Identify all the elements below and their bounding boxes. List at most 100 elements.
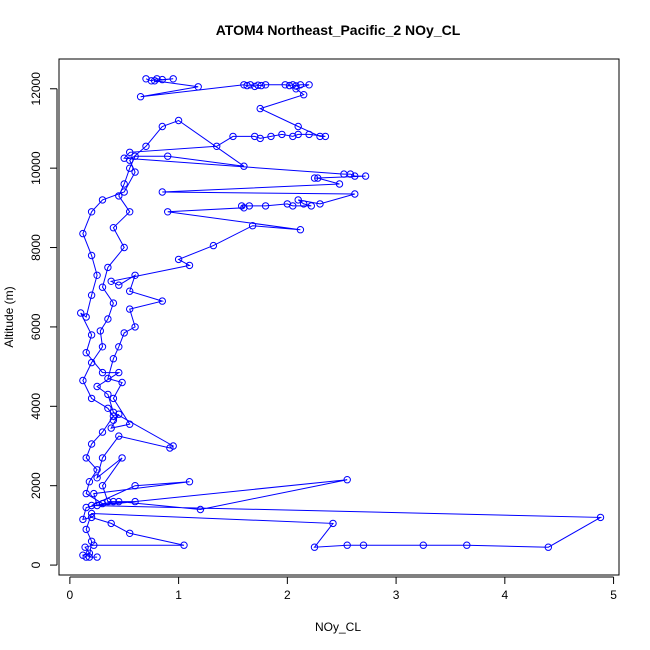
- data-point: [93, 553, 101, 561]
- data-point: [90, 541, 98, 549]
- data-point: [261, 202, 270, 210]
- data-point: [151, 77, 159, 85]
- series-layer: [77, 75, 605, 561]
- data-point: [131, 168, 139, 176]
- data-point: [296, 81, 305, 89]
- data-point: [329, 519, 337, 528]
- data-point: [118, 378, 126, 387]
- data-point: [300, 200, 308, 208]
- data-point: [194, 83, 202, 91]
- data-point: [109, 416, 118, 424]
- series-line: [80, 119, 603, 558]
- data-point: [98, 368, 107, 377]
- data-point: [77, 309, 85, 317]
- data-point: [126, 305, 134, 313]
- data-point: [166, 444, 174, 452]
- data-point: [104, 263, 112, 272]
- data-point: [310, 543, 319, 551]
- data-point: [158, 122, 167, 131]
- data-point: [180, 541, 188, 549]
- data-point: [104, 315, 112, 323]
- data-point: [131, 323, 139, 331]
- data-point: [254, 81, 262, 89]
- data-point: [335, 180, 344, 188]
- data-point: [79, 229, 87, 238]
- series-1: [77, 116, 605, 561]
- data-point: [185, 478, 194, 486]
- data-point: [98, 196, 107, 204]
- data-point: [209, 241, 218, 250]
- data-point: [294, 122, 302, 131]
- data-point: [174, 255, 183, 264]
- data-point: [109, 299, 118, 307]
- data-point: [136, 93, 145, 101]
- data-point: [126, 148, 134, 157]
- data-point: [115, 368, 123, 377]
- data-point: [346, 170, 355, 178]
- data-point: [256, 104, 264, 113]
- data-point: [87, 358, 96, 367]
- data-point: [87, 394, 96, 403]
- data-point: [93, 501, 101, 510]
- data-point: [107, 277, 115, 285]
- x-tick-label: 0: [67, 588, 74, 602]
- data-point: [126, 164, 134, 172]
- x-tick-label: 3: [393, 588, 400, 602]
- data-point: [120, 180, 128, 188]
- x-axis: 0 1 2 3 4 5: [67, 576, 617, 602]
- data-point: [281, 81, 289, 89]
- data-point: [351, 190, 359, 198]
- data-point: [164, 152, 172, 160]
- data-point: [240, 204, 248, 212]
- data-point: [158, 297, 167, 305]
- data-point: [85, 549, 94, 557]
- data-point: [115, 410, 123, 418]
- y-tick-label: 10000: [29, 151, 43, 185]
- data-point: [153, 75, 161, 83]
- data-point: [109, 355, 118, 363]
- data-point: [93, 466, 101, 474]
- data-point: [131, 271, 139, 279]
- data-point: [316, 200, 324, 208]
- data-point: [87, 440, 96, 448]
- data-point: [109, 394, 118, 403]
- data-point: [87, 509, 96, 518]
- data-point: [126, 287, 134, 295]
- data-point: [82, 525, 90, 534]
- data-point: [142, 142, 150, 151]
- data-point: [316, 132, 324, 141]
- data-point: [87, 331, 96, 339]
- series-line: [107, 78, 366, 429]
- data-point: [85, 478, 94, 486]
- data-point: [126, 420, 134, 428]
- data-point: [164, 208, 172, 216]
- data-point: [104, 497, 112, 506]
- data-point: [283, 200, 291, 208]
- x-tick-label: 1: [175, 588, 182, 602]
- data-point: [81, 543, 89, 551]
- x-tick-label: 5: [610, 588, 617, 602]
- data-point: [82, 349, 90, 357]
- data-point: [463, 541, 471, 549]
- data-point: [82, 454, 90, 462]
- data-point: [90, 489, 98, 498]
- data-point: [93, 474, 101, 482]
- data-point: [305, 81, 313, 89]
- data-point: [82, 313, 90, 321]
- data-point: [359, 541, 368, 549]
- data-point: [296, 226, 305, 234]
- series-2: [104, 75, 370, 432]
- data-point: [109, 497, 118, 506]
- data-point: [257, 81, 265, 90]
- data-point: [229, 132, 237, 141]
- data-point: [351, 172, 359, 180]
- data-point: [267, 132, 275, 141]
- data-point: [294, 196, 302, 204]
- data-point: [98, 343, 107, 351]
- data-point: [120, 329, 128, 337]
- data-point: [82, 489, 90, 498]
- data-point: [261, 81, 270, 89]
- data-point: [314, 174, 322, 182]
- data-point: [596, 513, 605, 522]
- data-point: [419, 541, 427, 549]
